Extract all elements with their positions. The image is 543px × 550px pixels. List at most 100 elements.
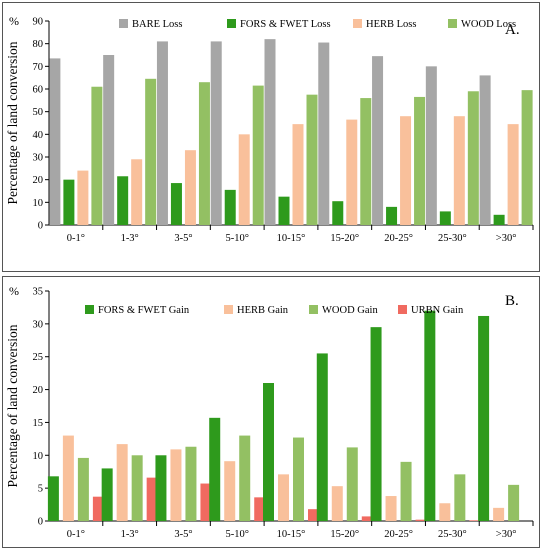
y-tick-label: 70 [33,62,44,73]
bar-fors-fwet-gain-2 [155,455,167,521]
y-tick-label: 25 [33,352,44,363]
x-tick-label: 0-1° [67,233,85,244]
legend-swatch [353,19,362,28]
x-tick-label: >30° [496,233,517,244]
bar-fors-fwet-loss-2 [170,183,182,225]
y-axis-label: Percentage of land conversion [5,41,20,204]
legend-swatch [309,305,318,314]
legend-label: BARE Loss [132,19,182,30]
y-tick-label: 0 [38,221,43,232]
chart-a-svg: Percentage of land conversion% A. 0 10 20 30 4… [5,14,534,244]
bar-bare-loss-7 [425,66,437,225]
x-tick-label: 15-20° [330,529,359,540]
legend-swatch [227,19,236,28]
bar-herb-loss-4 [292,124,304,225]
x-tick-label: 20-25° [384,233,413,244]
bar-herb-loss-6 [400,116,412,225]
bar-herb-loss-7 [453,116,465,225]
legend-label: WOOD Gain [322,305,378,316]
legend-swatch [224,305,233,314]
x-tick-label: 10-15° [277,529,306,540]
legend-label: HERB Loss [366,19,416,30]
bar-wood-gain-3 [239,435,251,521]
legend-swatch [398,305,407,314]
bar-fors-fwet-gain-8 [478,315,490,521]
bar-fors-fwet-loss-5 [332,201,344,225]
legend-label: FORS & FWET Gain [98,305,190,316]
bar-wood-loss-2 [198,82,210,225]
bar-wood-loss-5 [360,98,372,225]
bar-fors-fwet-loss-3 [224,189,236,225]
bar-urbn-gain-1 [146,477,158,521]
bar-bare-loss-1 [103,55,115,225]
y-unit-label: % [9,14,19,28]
bar-wood-loss-6 [414,96,426,225]
bar-bare-loss-6 [372,56,384,226]
bar-wood-loss-3 [252,85,264,225]
bar-herb-gain-2 [170,449,182,521]
y-tick-label: 20 [33,175,44,186]
legend-label: FORS & FWET Loss [240,19,331,30]
x-tick-label: 25-30° [438,233,467,244]
x-tick-label: 0-1° [67,529,85,540]
bar-fors-fwet-gain-7 [424,310,436,521]
y-axis-label: Percentage of land conversion [5,324,20,487]
bar-wood-gain-6 [400,461,412,521]
bar-fors-fwet-loss-8 [493,214,505,225]
bar-wood-gain-5 [346,447,358,521]
bar-urbn-gain-0 [92,496,104,521]
bar-fors-fwet-gain-3 [209,417,221,521]
y-tick-label: 30 [33,153,44,164]
bar-fors-fwet-gain-0 [47,476,59,521]
x-tick-label: 1-3° [121,529,139,540]
bar-urbn-gain-3 [254,497,266,521]
bar-herb-gain-7 [439,503,451,521]
panel-label: B. [505,293,519,309]
bar-urbn-gain-2 [200,483,212,521]
bar-urbn-gain-4 [308,509,319,521]
y-tick-label: 90 [33,17,44,28]
bar-bare-loss-0 [49,58,61,226]
bar-wood-loss-8 [521,90,533,225]
legend-swatch [85,305,94,314]
bar-fors-fwet-loss-7 [439,211,451,225]
bar-wood-gain-4 [293,437,304,521]
bar-urbn-gain-6 [415,519,427,521]
bar-fors-fwet-loss-1 [117,176,129,225]
bar-fors-fwet-gain-1 [101,468,113,521]
y-tick-label: 20 [33,385,44,396]
bar-herb-loss-8 [507,124,519,225]
bar-herb-gain-1 [116,444,128,521]
bar-wood-loss-1 [145,78,157,225]
bar-herb-loss-1 [131,159,143,225]
y-tick-label: 60 [33,85,44,96]
x-tick-label: 15-20° [330,233,359,244]
x-tick-label: 20-25° [384,529,413,540]
bar-herb-gain-0 [62,435,74,521]
x-tick-label: 5-10° [225,233,248,244]
bar-herb-gain-4 [278,474,289,521]
bar-wood-loss-7 [467,91,479,226]
x-tick-label: 3-5° [174,529,192,540]
bar-fors-fwet-gain-5 [316,353,328,521]
bar-wood-loss-0 [91,86,103,225]
bar-herb-gain-5 [331,486,343,521]
bar-herb-gain-8 [493,507,505,521]
bar-fors-fwet-gain-4 [263,383,274,521]
bar-wood-gain-7 [454,474,466,521]
panel-label: A. [505,22,520,38]
y-tick-label: 15 [33,418,44,429]
legend-swatch [119,19,128,28]
legend-swatch [448,19,457,28]
x-tick-label: 25-30° [438,529,467,540]
bar-wood-loss-4 [306,94,318,226]
bar-urbn-gain-7 [469,520,481,521]
y-tick-label: 5 [38,484,43,495]
bar-wood-gain-8 [508,484,520,521]
y-tick-label: 50 [33,107,44,118]
y-tick-label: 10 [33,451,44,462]
chart-panel-a: Percentage of land conversion% A. 0 10 20 30 4… [2,2,540,272]
y-tick-label: 30 [33,319,44,330]
bar-herb-gain-3 [224,461,236,521]
legend-label: URBN Gain [411,305,464,316]
